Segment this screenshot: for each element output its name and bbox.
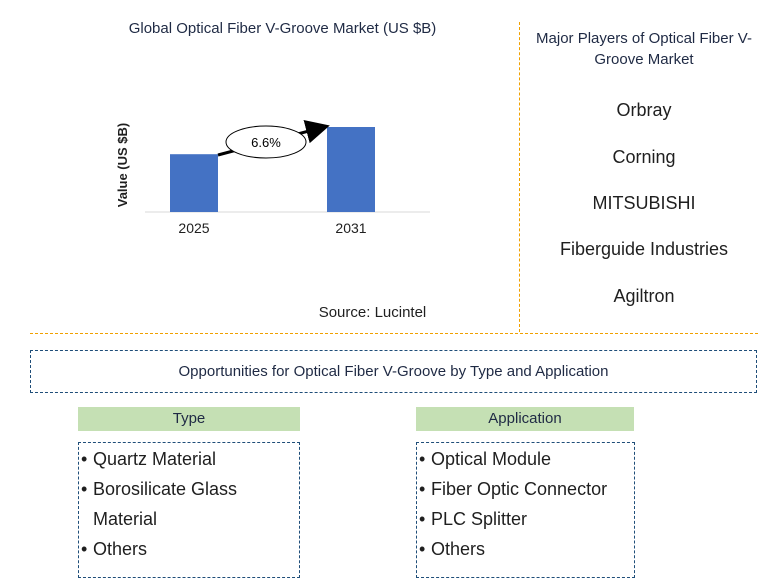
player-item: Agiltron xyxy=(613,286,675,306)
type-item: Quartz Material xyxy=(79,444,299,474)
player-item: Fiberguide Industries xyxy=(559,239,729,259)
source-label: Source: Lucintel xyxy=(318,304,427,321)
player-item: Orbray xyxy=(616,100,672,120)
bar-chart: Value (US $B) 2025 2031 6.6% xyxy=(115,119,430,236)
cagr-ellipse xyxy=(225,125,307,159)
application-item: Others xyxy=(417,534,634,564)
opportunities-title: Opportunities for Optical Fiber V-Groove… xyxy=(30,350,757,393)
vertical-divider xyxy=(519,22,520,332)
cagr-label: 6.6% xyxy=(251,135,281,150)
application-item: Optical Module xyxy=(417,444,634,474)
type-item: Others xyxy=(79,534,299,564)
chart-title: Global Optical Fiber V-Groove Market (US… xyxy=(128,20,437,37)
x-tick-label: 2031 xyxy=(335,220,366,236)
bar-2025 xyxy=(170,154,218,212)
y-axis-label: Value (US $B) xyxy=(115,123,130,208)
x-tick-label: 2025 xyxy=(178,220,209,236)
type-header: Type xyxy=(78,407,300,431)
bar-2031 xyxy=(327,127,375,212)
application-list-box: Optical Module Fiber Optic Connector PLC… xyxy=(416,442,635,578)
horizontal-divider xyxy=(30,333,758,334)
application-item: PLC Splitter xyxy=(417,504,634,534)
application-item: Fiber Optic Connector xyxy=(417,474,634,504)
player-item: Corning xyxy=(612,147,676,167)
players-title: Major Players of Optical Fiber V-Groove … xyxy=(536,30,752,68)
type-list-box: Quartz Material Borosilicate Glass Mater… xyxy=(78,442,300,578)
application-header: Application xyxy=(416,407,634,431)
player-item: MITSUBISHI xyxy=(592,193,696,213)
type-item: Borosilicate Glass Material xyxy=(79,474,299,534)
